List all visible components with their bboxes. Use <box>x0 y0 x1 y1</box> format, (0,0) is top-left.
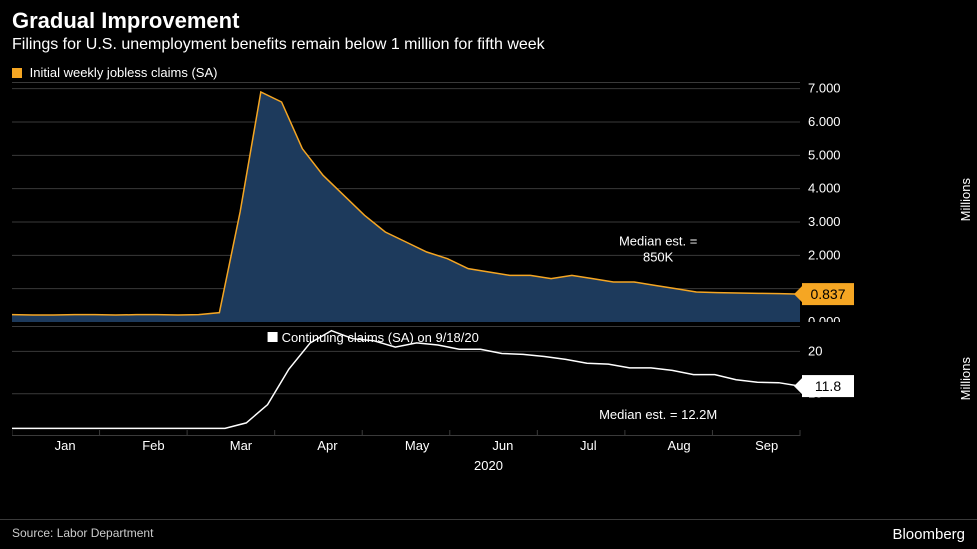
chart2-y-axis-label: Millions <box>958 357 973 400</box>
legend-chart1: Initial weekly jobless claims (SA) <box>0 58 977 82</box>
x-tick-label: Mar <box>230 438 252 453</box>
legend-label-chart2: Continuing claims (SA) on 9/18/20 <box>282 330 479 345</box>
x-axis-year: 2020 <box>474 458 503 473</box>
x-tick-label: May <box>405 438 430 453</box>
y-tick-label: 2.000 <box>808 247 841 262</box>
x-tick-label: Jan <box>55 438 76 453</box>
x-tick-label: Aug <box>668 438 691 453</box>
chart2-area: 1020Continuing claims (SA) on 9/18/20Med… <box>12 326 965 436</box>
chart-subtitle: Filings for U.S. unemployment benefits r… <box>12 36 965 54</box>
chart-annotation: Median est. = 12.2M <box>599 407 717 422</box>
y-tick-label: 20 <box>808 343 822 358</box>
x-tick-label: Feb <box>142 438 164 453</box>
y-tick-label: 6.000 <box>808 114 841 129</box>
y-tick-label: 4.000 <box>808 181 841 196</box>
brand-label: Bloomberg <box>892 526 965 543</box>
chart1-y-axis-label: Millions <box>958 178 973 221</box>
chart-annotation: Median est. = <box>619 233 697 248</box>
value-callout: 11.8 <box>815 378 841 394</box>
y-tick-label: 3.000 <box>808 214 841 229</box>
chart1-area: 0.0001.0002.0003.0004.0005.0006.0007.000… <box>12 82 965 322</box>
chart-annotation-value: 850K <box>643 249 674 264</box>
y-tick-label: 0.000 <box>808 314 841 322</box>
footer: Source: Labor Department Bloomberg <box>0 519 977 549</box>
y-tick-label: 5.000 <box>808 147 841 162</box>
x-tick-label: Sep <box>755 438 778 453</box>
source-label: Source: Labor Department <box>12 526 153 543</box>
x-tick-label: Jun <box>492 438 513 453</box>
x-axis: 2020 Jan Feb Mar Apr May Jun Jul Aug Sep <box>12 436 965 484</box>
chart-title: Gradual Improvement <box>12 8 965 34</box>
legend-label-chart1: Initial weekly jobless claims (SA) <box>30 65 218 80</box>
legend-marker-icon <box>12 68 22 78</box>
value-callout: 0.837 <box>810 286 845 302</box>
x-tick-label: Apr <box>317 438 337 453</box>
y-tick-label: 7.000 <box>808 82 841 96</box>
x-tick-label: Jul <box>580 438 597 453</box>
